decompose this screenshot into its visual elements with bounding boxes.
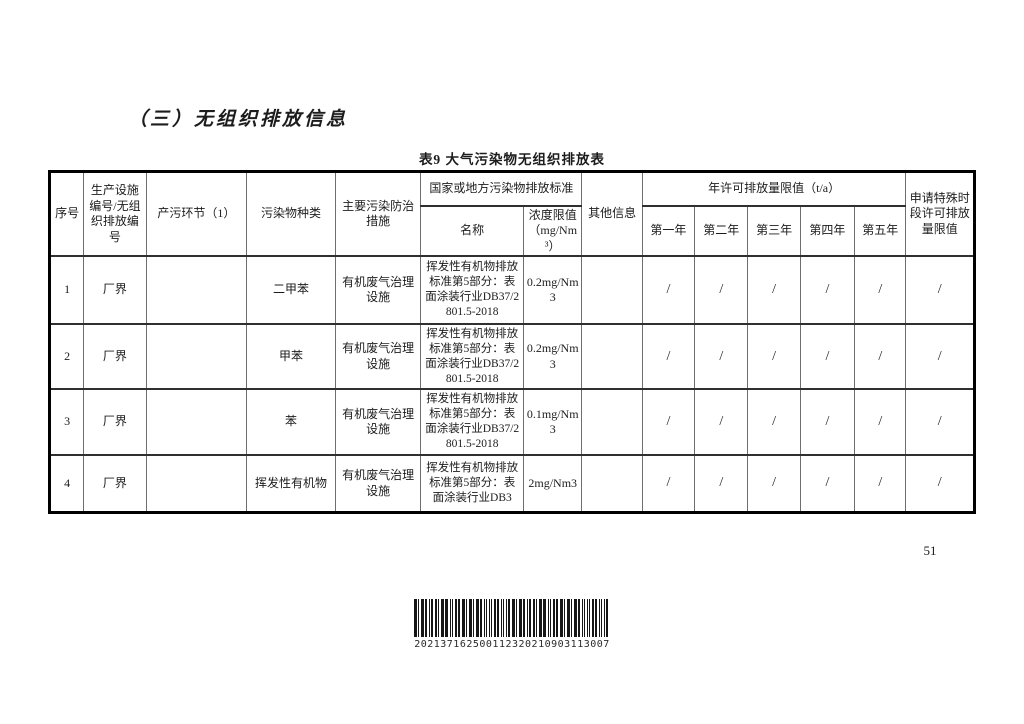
- cell-measures: 有机废气治理设施: [334, 388, 422, 457]
- table-row: 4 厂界 挥发性有机物 有机废气治理设施 挥发性有机物排放标准第5部分：表面涂装…: [48, 454, 975, 514]
- cell-year2: /: [694, 323, 749, 391]
- page-number: 51: [923, 543, 937, 558]
- cell-special: /: [905, 454, 975, 514]
- cell-year2: /: [694, 255, 749, 326]
- col-header-special: 申请特殊时段许可排放量限值: [905, 170, 975, 258]
- cell-year1: /: [641, 323, 696, 391]
- cell-year2: /: [694, 388, 749, 457]
- cell-pollutant: 挥发性有机物: [246, 454, 336, 514]
- cell-limit: 0.2mg/Nm3: [523, 323, 583, 391]
- cell-facility: 厂界: [83, 388, 147, 457]
- cell-limit: 0.2mg/Nm3: [523, 255, 583, 326]
- cell-year5: /: [854, 255, 907, 326]
- cell-measures: 有机废气治理设施: [334, 323, 422, 391]
- cell-process: [145, 388, 248, 457]
- col-header-year2: 第二年: [694, 204, 749, 258]
- cell-year5: /: [854, 323, 907, 391]
- cell-standard: 挥发性有机物排放标准第5部分：表面涂装行业DB37/2801.5-2018: [420, 323, 525, 391]
- cell-year3: /: [747, 255, 801, 326]
- col-header-process: 产污环节（1）: [145, 170, 248, 258]
- cell-year5: /: [854, 388, 907, 457]
- col-header-seq: 序号: [48, 170, 85, 258]
- cell-year3: /: [747, 323, 801, 391]
- cell-year1: /: [641, 255, 696, 326]
- cell-year4: /: [799, 323, 856, 391]
- col-header-annual-group: 年许可排放量限值（t/a）: [641, 170, 907, 207]
- table-row: 3 厂界 苯 有机废气治理设施 挥发性有机物排放标准第5部分：表面涂装行业DB3…: [48, 388, 975, 457]
- cell-year4: /: [799, 454, 856, 514]
- col-header-year3: 第三年: [747, 204, 801, 258]
- cell-other: [581, 255, 643, 326]
- cell-seq: 1: [48, 255, 85, 326]
- barcode-value: 202137162500112320210903113007: [414, 639, 610, 650]
- col-header-standard-group: 国家或地方污染物排放标准: [420, 170, 583, 207]
- cell-facility: 厂界: [83, 454, 147, 514]
- col-header-pollutant: 污染物种类: [246, 170, 336, 258]
- cell-measures: 有机废气治理设施: [334, 454, 422, 514]
- cell-seq: 2: [48, 323, 85, 391]
- cell-year4: /: [799, 388, 856, 457]
- col-header-standard-name: 名称: [420, 204, 525, 258]
- cell-seq: 3: [48, 388, 85, 457]
- cell-pollutant: 苯: [246, 388, 336, 457]
- cell-seq: 4: [48, 454, 85, 514]
- cell-special: /: [905, 388, 975, 457]
- cell-standard: 挥发性有机物排放标准第5部分：表面涂装行业DB3: [420, 454, 525, 514]
- section-heading: （三）无组织排放信息: [128, 109, 349, 130]
- cell-standard: 挥发性有机物排放标准第5部分：表面涂装行业DB37/2801.5-2018: [420, 255, 525, 326]
- cell-other: [581, 388, 643, 457]
- cell-year3: /: [747, 454, 801, 514]
- col-header-facility: 生产设施编号/无组织排放编号: [83, 170, 147, 258]
- cell-limit: 2mg/Nm3: [523, 454, 583, 514]
- col-header-limit: 浓度限值（mg/Nm³）: [523, 204, 583, 258]
- col-header-other: 其他信息: [581, 170, 643, 258]
- cell-special: /: [905, 255, 975, 326]
- cell-year1: /: [641, 388, 696, 457]
- table-title: 表9 大气污染物无组织排放表: [418, 152, 606, 167]
- barcode: 202137162500112320210903113007: [414, 599, 610, 650]
- cell-facility: 厂界: [83, 323, 147, 391]
- cell-standard: 挥发性有机物排放标准第5部分：表面涂装行业DB37/2801.5-2018: [420, 388, 525, 457]
- col-header-year4: 第四年: [799, 204, 856, 258]
- cell-process: [145, 255, 248, 326]
- cell-other: [581, 454, 643, 514]
- cell-year1: /: [641, 454, 696, 514]
- col-header-year5: 第五年: [854, 204, 907, 258]
- col-header-year1: 第一年: [641, 204, 696, 258]
- emission-table: 序号 生产设施编号/无组织排放编号 产污环节（1） 污染物种类 主要污染防治措施…: [48, 170, 976, 514]
- cell-year5: /: [854, 454, 907, 514]
- cell-measures: 有机废气治理设施: [334, 255, 422, 326]
- table-row: 1 厂界 二甲苯 有机废气治理设施 挥发性有机物排放标准第5部分：表面涂装行业D…: [48, 255, 975, 326]
- col-header-measures: 主要污染防治措施: [334, 170, 422, 258]
- cell-year4: /: [799, 255, 856, 326]
- cell-process: [145, 454, 248, 514]
- cell-year2: /: [694, 454, 749, 514]
- cell-process: [145, 323, 248, 391]
- barcode-image: [414, 599, 610, 637]
- table-row: 2 厂界 甲苯 有机废气治理设施 挥发性有机物排放标准第5部分：表面涂装行业DB…: [48, 323, 975, 391]
- cell-pollutant: 甲苯: [246, 323, 336, 391]
- cell-facility: 厂界: [83, 255, 147, 326]
- cell-year3: /: [747, 388, 801, 457]
- cell-special: /: [905, 323, 975, 391]
- cell-pollutant: 二甲苯: [246, 255, 336, 326]
- cell-limit: 0.1mg/Nm3: [523, 388, 583, 457]
- cell-other: [581, 323, 643, 391]
